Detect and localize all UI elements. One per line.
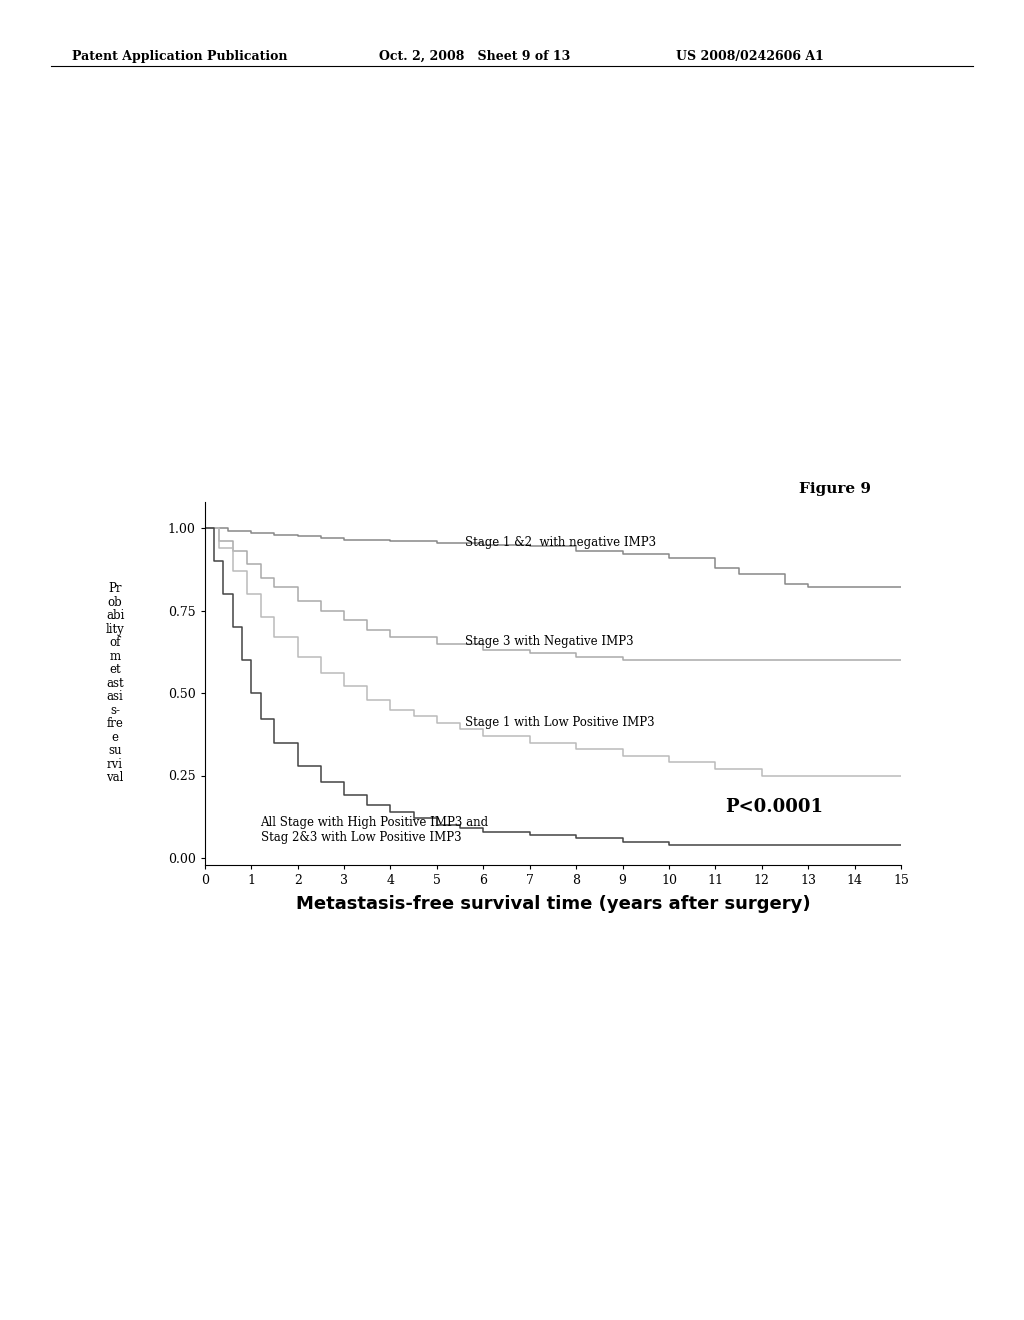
Y-axis label: Pr
ob
abi
lity
of
m
et
ast
asi
s-
fre
e
su
rvi
val: Pr ob abi lity of m et ast asi s- fre e …	[105, 582, 125, 784]
Text: US 2008/0242606 A1: US 2008/0242606 A1	[676, 50, 823, 63]
Text: Stage 1 &2  with negative IMP3: Stage 1 &2 with negative IMP3	[465, 536, 656, 549]
Text: Oct. 2, 2008   Sheet 9 of 13: Oct. 2, 2008 Sheet 9 of 13	[379, 50, 570, 63]
Text: Figure 9: Figure 9	[799, 482, 870, 496]
Text: P<0.0001: P<0.0001	[725, 797, 822, 816]
Text: Stage 3 with Negative IMP3: Stage 3 with Negative IMP3	[465, 635, 634, 648]
X-axis label: Metastasis-free survival time (years after surgery): Metastasis-free survival time (years aft…	[296, 895, 810, 913]
Text: Patent Application Publication: Patent Application Publication	[72, 50, 287, 63]
Text: All Stage with High Positive IMP3 and
Stag 2&3 with Low Positive IMP3: All Stage with High Positive IMP3 and St…	[260, 816, 488, 843]
Text: Stage 1 with Low Positive IMP3: Stage 1 with Low Positive IMP3	[465, 717, 654, 729]
